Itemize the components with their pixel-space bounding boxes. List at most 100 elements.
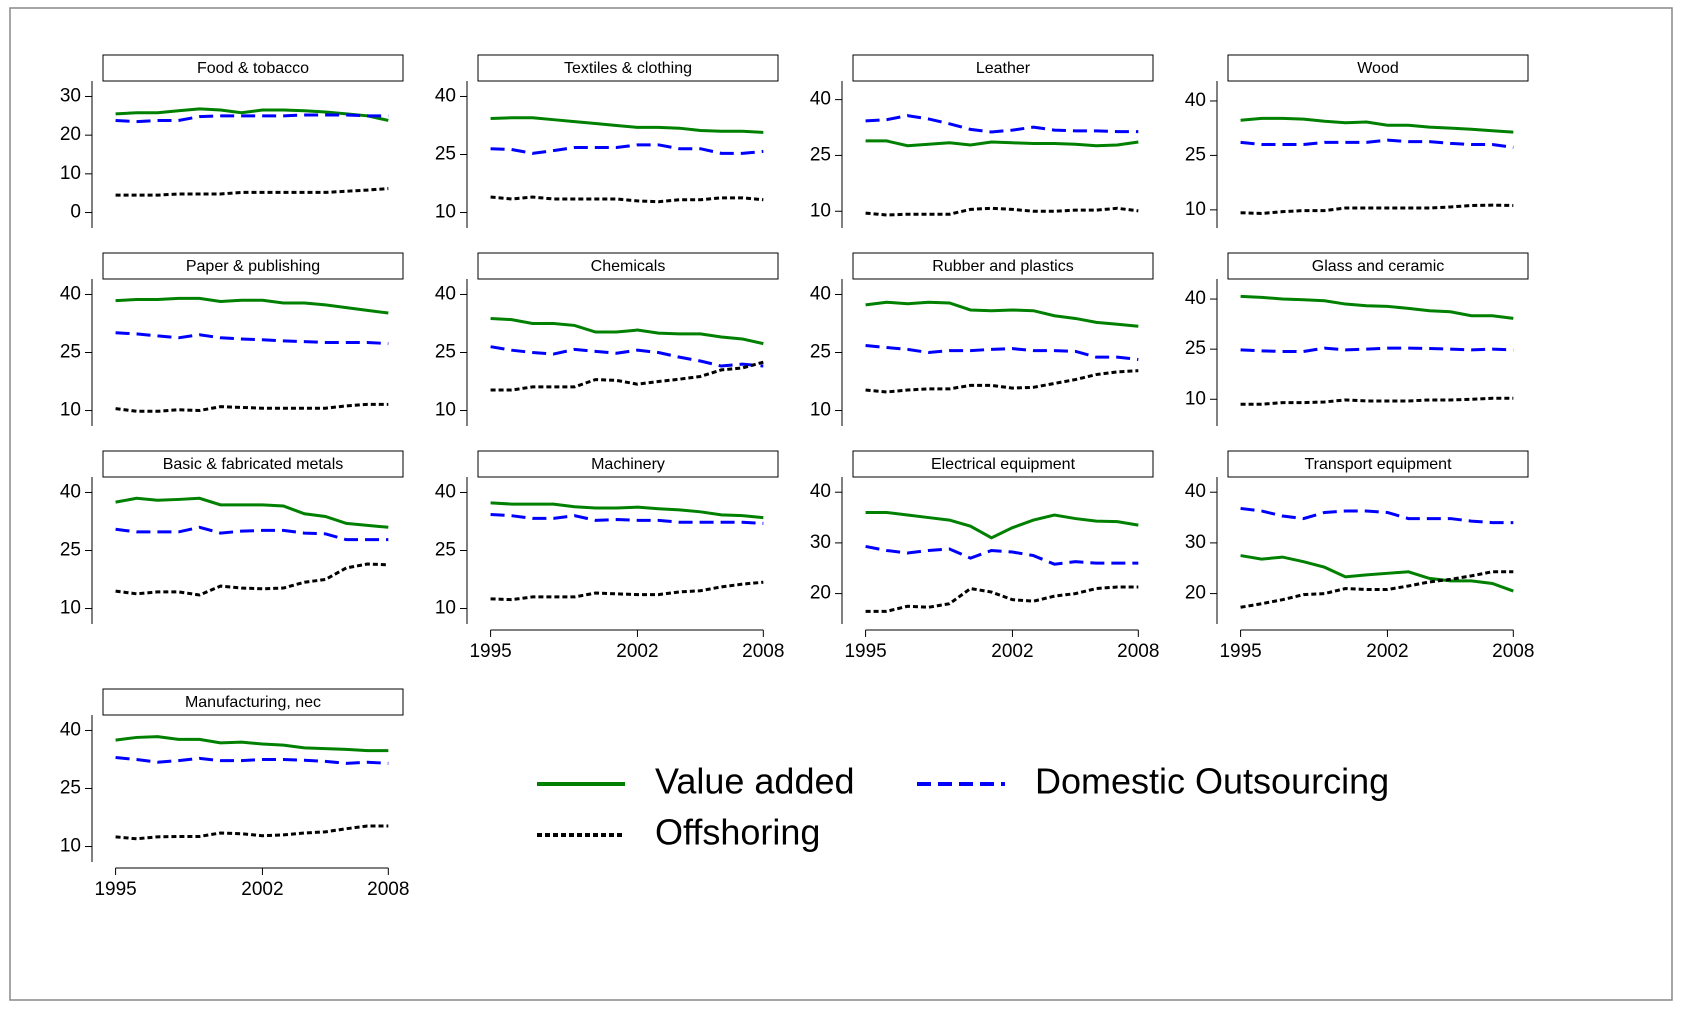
panel-header xyxy=(102,252,404,280)
series-line xyxy=(1240,138,1514,149)
panel-title: Chemicals xyxy=(591,258,666,275)
y-tick-label: 40 xyxy=(60,719,81,740)
panel-title: Electrical equipment xyxy=(931,456,1076,473)
panel-title: Glass and ceramic xyxy=(1312,258,1445,275)
y-tick-label: 40 xyxy=(435,283,456,304)
y-tick-label: 10 xyxy=(60,836,81,857)
series-line xyxy=(1240,506,1514,525)
series-line xyxy=(865,114,1139,134)
y-tick-label: 0 xyxy=(70,202,81,223)
y-tick-label: 20 xyxy=(60,124,81,145)
series-line xyxy=(115,525,389,542)
series-line xyxy=(115,496,389,529)
series-line xyxy=(1240,203,1514,215)
series-line xyxy=(490,195,764,204)
series-line xyxy=(865,510,1139,540)
x-tick-label: 1995 xyxy=(1219,641,1261,662)
series-line xyxy=(115,735,389,753)
panel-header xyxy=(852,54,1154,82)
legend-label: Domestic Outsourcing xyxy=(1035,761,1389,802)
y-tick-label: 25 xyxy=(435,342,456,363)
y-tick-label: 25 xyxy=(435,144,456,165)
panel-title: Transport equipment xyxy=(1304,456,1452,473)
panel-title: Paper & publishing xyxy=(186,258,320,275)
y-tick-label: 40 xyxy=(1185,90,1206,111)
series-line xyxy=(865,585,1139,613)
x-tick-label: 1995 xyxy=(469,641,511,662)
legend-label: Value added xyxy=(655,761,855,802)
series-line xyxy=(865,369,1139,394)
y-tick-label: 40 xyxy=(810,481,831,502)
panel-header xyxy=(477,54,779,82)
y-tick-label: 25 xyxy=(60,540,81,561)
panel-header xyxy=(102,54,404,82)
series-line xyxy=(115,331,389,346)
panel-header xyxy=(852,450,1154,478)
series-line xyxy=(490,513,764,525)
series-line xyxy=(865,544,1139,566)
y-tick-label: 25 xyxy=(810,144,831,165)
panel-title: Wood xyxy=(1357,60,1399,77)
panel-header xyxy=(1227,252,1529,280)
y-tick-label: 25 xyxy=(1185,144,1206,165)
panel-title: Machinery xyxy=(591,456,665,473)
y-tick-label: 10 xyxy=(60,598,81,619)
series-line xyxy=(115,824,389,841)
series-line xyxy=(1240,554,1514,593)
series-line xyxy=(115,402,389,413)
x-tick-label: 2002 xyxy=(241,879,283,900)
series-line xyxy=(490,345,764,368)
y-tick-label: 40 xyxy=(810,89,831,110)
series-line xyxy=(490,580,764,602)
series-line xyxy=(865,206,1139,217)
series-line xyxy=(115,296,389,315)
y-tick-label: 40 xyxy=(435,85,456,106)
y-tick-label: 40 xyxy=(435,481,456,502)
series-line xyxy=(865,139,1139,148)
series-line xyxy=(490,116,764,134)
series-line xyxy=(1240,294,1514,320)
y-tick-label: 10 xyxy=(60,400,81,421)
x-tick-label: 1995 xyxy=(94,879,136,900)
y-tick-label: 40 xyxy=(60,481,81,502)
y-tick-label: 30 xyxy=(810,532,831,553)
panel-header xyxy=(477,252,779,280)
y-tick-label: 25 xyxy=(1185,338,1206,359)
panel-title: Rubber and plastics xyxy=(932,258,1073,275)
series-line xyxy=(1240,570,1514,609)
series-line xyxy=(115,756,389,765)
panel-header xyxy=(477,450,779,478)
y-tick-label: 20 xyxy=(810,583,831,604)
x-tick-label: 1995 xyxy=(844,641,886,662)
series-line xyxy=(490,316,764,346)
series-line xyxy=(490,143,764,155)
series-line xyxy=(115,187,389,197)
series-line xyxy=(1240,116,1514,134)
y-tick-label: 10 xyxy=(1185,199,1206,220)
y-tick-label: 25 xyxy=(60,778,81,799)
series-line xyxy=(115,107,389,122)
y-tick-label: 10 xyxy=(435,202,456,223)
y-tick-label: 25 xyxy=(810,342,831,363)
y-tick-label: 10 xyxy=(810,400,831,421)
x-tick-label: 2002 xyxy=(991,641,1033,662)
x-tick-label: 2002 xyxy=(1366,641,1408,662)
panel-header xyxy=(102,688,404,716)
panel-header xyxy=(1227,450,1529,478)
x-tick-label: 2008 xyxy=(1117,641,1159,662)
y-tick-label: 40 xyxy=(1185,481,1206,502)
series-line xyxy=(1240,396,1514,406)
y-tick-label: 40 xyxy=(60,283,81,304)
x-tick-label: 2002 xyxy=(616,641,658,662)
panel-title: Food & tobacco xyxy=(197,60,309,77)
y-tick-label: 10 xyxy=(1185,388,1206,409)
panel-header xyxy=(102,450,404,478)
panel-header xyxy=(1227,54,1529,82)
y-tick-label: 10 xyxy=(435,400,456,421)
x-tick-label: 2008 xyxy=(367,879,409,900)
y-tick-label: 10 xyxy=(60,163,81,184)
panel-title: Leather xyxy=(976,60,1031,77)
y-tick-label: 30 xyxy=(1185,532,1206,553)
